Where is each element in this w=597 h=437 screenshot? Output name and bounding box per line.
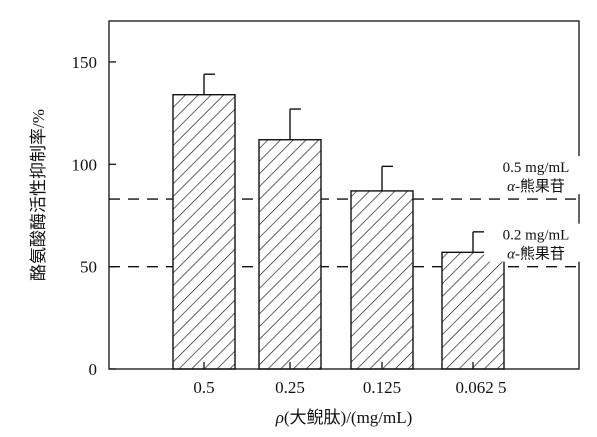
plot-frame: [108, 20, 580, 370]
x-axis-ticks: 0.5 0.25 0.125 0.062 5: [193, 362, 507, 397]
reference-label-compound: α-熊果苷: [507, 246, 565, 263]
reference-label-background: [484, 223, 588, 262]
bar-1: [172, 93, 236, 370]
reference-label-compound-symbol: α: [507, 247, 516, 263]
y-tick-label: 50: [80, 258, 97, 277]
x-tick-label: 0.125: [363, 378, 401, 397]
y-axis-title: 酪氨酸酶活性抑制率/%: [29, 109, 48, 281]
error-bars-group: [203, 73, 484, 253]
reference-label-concentration: 0.2 mg/mL: [503, 228, 570, 244]
bar-4: [441, 251, 505, 370]
x-axis-title: ρ(大鲵肽)/(mg/mL): [275, 408, 413, 427]
bars-group: [172, 93, 505, 370]
bar-2: [258, 139, 322, 370]
x-tick-label: 0.5: [193, 378, 214, 397]
reference-label-compound-name: -熊果苷: [515, 178, 565, 195]
reference-label-concentration: 0.5 mg/mL: [503, 160, 570, 176]
bar-3: [350, 190, 414, 370]
reference-label-background: [484, 156, 588, 195]
reference-label-compound: α-熊果苷: [507, 178, 565, 195]
x-axis-title-symbol: ρ: [275, 408, 284, 427]
y-tick-label: 150: [72, 53, 98, 72]
x-tick-label: 0.25: [275, 378, 305, 397]
x-tick-label: 0.062 5: [456, 378, 507, 397]
y-tick-label: 0: [89, 360, 98, 379]
reference-label-compound-name: -熊果苷: [515, 246, 565, 263]
reference-label-compound-symbol: α: [507, 179, 516, 195]
x-axis-title-text: (大鲵肽)/(mg/mL): [284, 408, 412, 427]
y-tick-label: 100: [72, 155, 98, 174]
y-axis-ticks: 0 50 100 150: [72, 53, 116, 379]
